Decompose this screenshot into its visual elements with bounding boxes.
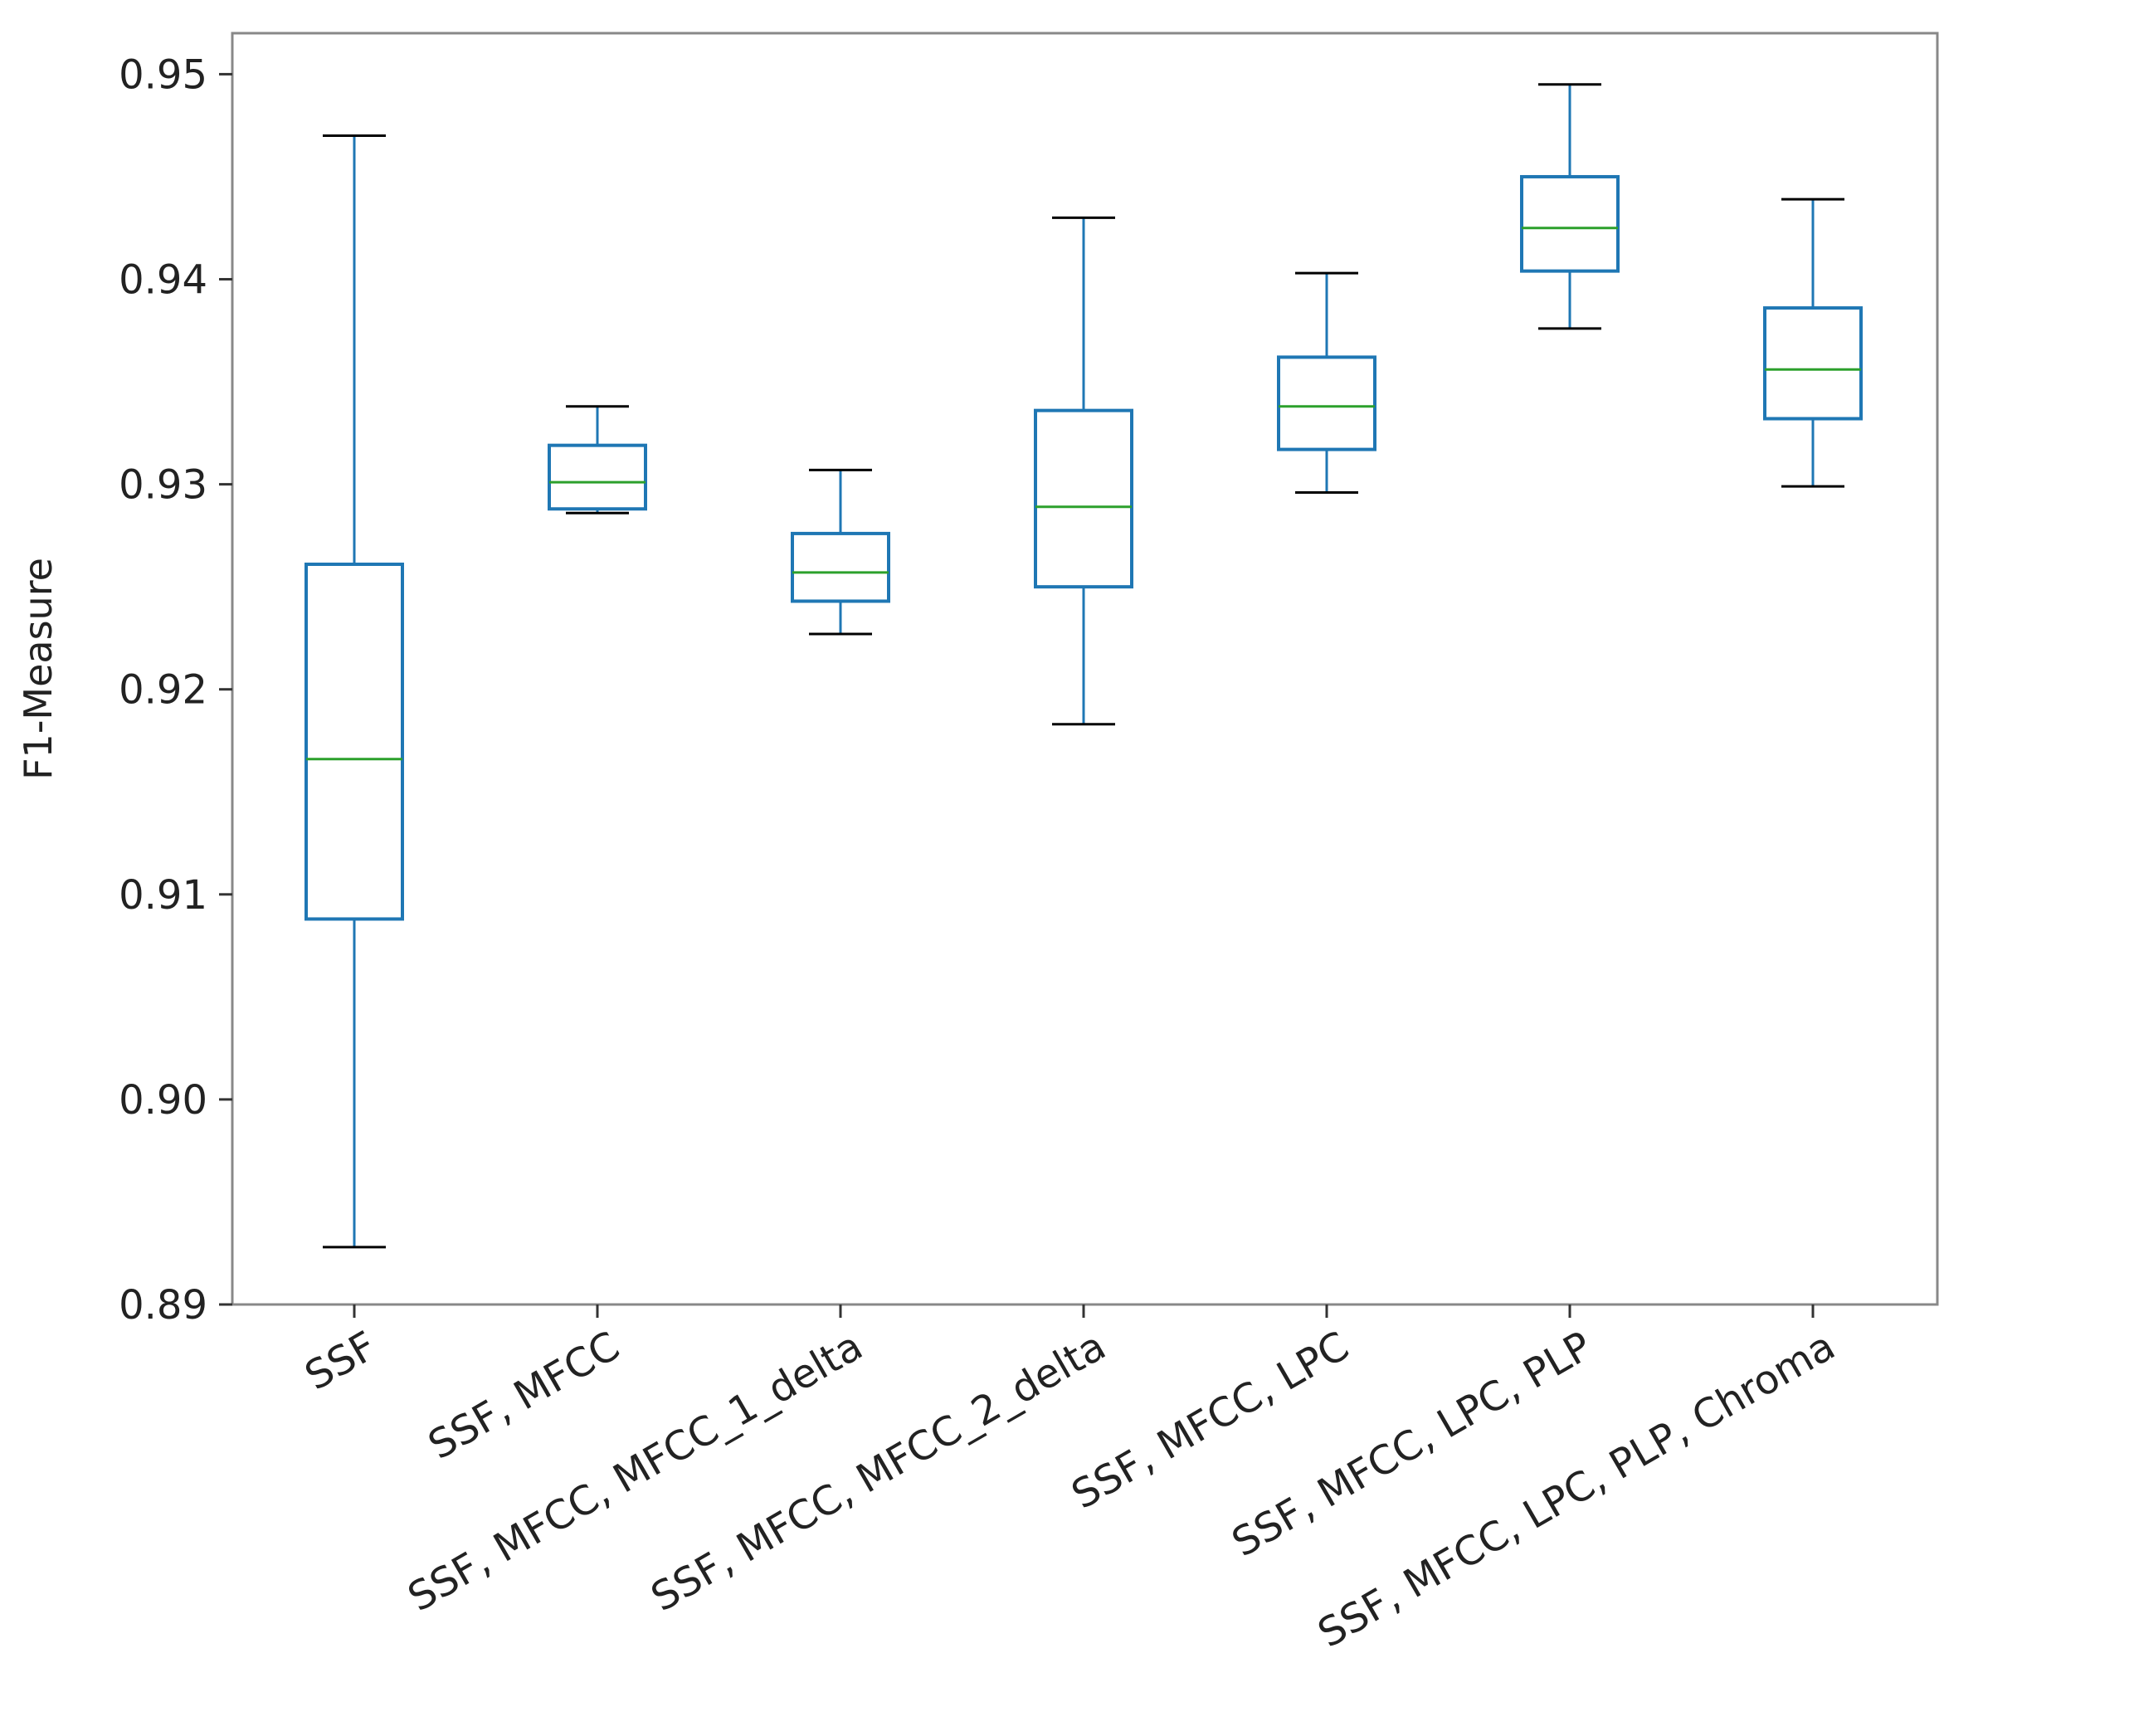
x-category-label: SSF, MFCC: [421, 1323, 627, 1469]
x-category-label: SSF, MFCC, MFCC_2_delta: [644, 1323, 1113, 1621]
x-category-label: SSF, MFCC, MFCC_1_delta: [401, 1323, 870, 1621]
box-4: [1034, 216, 1133, 726]
iqr-box: [548, 443, 647, 511]
iqr-box: [1763, 306, 1863, 421]
y-tick-label: 0.91: [119, 872, 207, 919]
iqr-box: [791, 531, 890, 603]
y-tick-label: 0.92: [119, 667, 207, 714]
y-tick-label: 0.95: [119, 51, 207, 98]
y-tick-label: 0.90: [119, 1077, 207, 1124]
iqr-box: [1034, 408, 1133, 589]
iqr-box: [1277, 355, 1376, 451]
y-tick-label: 0.93: [119, 462, 207, 509]
iqr-box: [1520, 174, 1620, 273]
box-series: [305, 83, 1863, 1249]
y-tick-label: 0.94: [119, 257, 207, 304]
x-category-label: SSF: [297, 1323, 384, 1400]
y-tick-label: 0.89: [119, 1282, 207, 1329]
y-axis: 0.89 0.90 0.91 0.92 0.93 0.94 0.95: [119, 51, 232, 1329]
box-6: [1520, 83, 1620, 330]
y-axis-label: F1-Measure: [16, 558, 61, 780]
box-7: [1763, 197, 1863, 488]
box-1: [305, 134, 404, 1249]
box-3: [791, 468, 890, 636]
box-2: [548, 405, 647, 514]
box-5: [1277, 271, 1376, 494]
iqr-box: [305, 562, 404, 921]
